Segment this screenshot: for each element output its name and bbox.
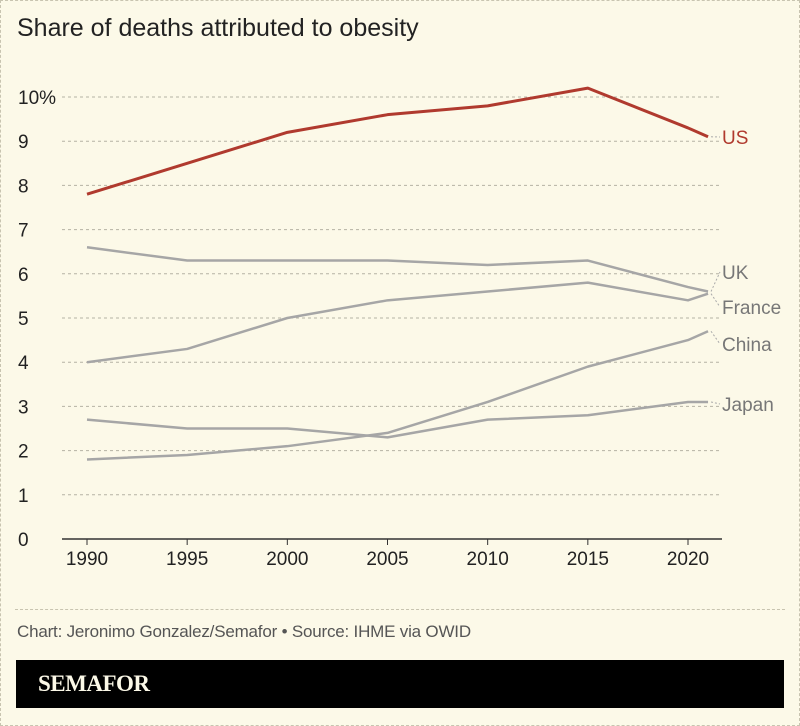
series-line-france (86, 281, 709, 364)
series-line-china (86, 330, 709, 461)
leader-line (710, 401, 721, 405)
y-tick-label: 9 (18, 132, 29, 153)
y-tick-label: 6 (18, 265, 29, 286)
series-label-france: France (722, 298, 781, 319)
series-label-uk: UK (722, 263, 749, 284)
x-tick-label: 2010 (467, 549, 509, 570)
x-tick-label: 2005 (366, 549, 408, 570)
leader-line (710, 293, 721, 308)
x-tick-label: 2000 (266, 549, 308, 570)
y-tick-label: 5 (18, 309, 29, 330)
y-tick-label: 3 (18, 397, 29, 418)
x-tick-label: 2015 (567, 549, 609, 570)
logo-bar: SEMAFOR (16, 660, 784, 708)
source-credit: Chart: Jeronimo Gonzalez/Semafor • Sourc… (17, 622, 471, 641)
leader-line (710, 330, 721, 345)
divider (15, 609, 785, 610)
series-label-us: US (722, 128, 748, 149)
series-line-us (86, 86, 709, 196)
series-line-japan (86, 400, 709, 439)
x-tick-label: 1990 (66, 549, 108, 570)
leader-line (710, 271, 721, 292)
series-label-china: China (722, 335, 772, 356)
y-tick-label: 4 (18, 353, 29, 374)
x-tick-label: 2020 (667, 549, 709, 570)
y-tick-label: 7 (18, 221, 29, 242)
line-chart: 0 1 2 3 4 5 6 7 8 9 10% 1990 1995 2000 2005 2010 2015 202… (18, 86, 781, 570)
y-tick-label: 8 (18, 176, 29, 197)
series-label-japan: Japan (722, 395, 774, 416)
y-tick-label: 2 (18, 442, 29, 463)
semafor-logo: SEMAFOR (38, 671, 150, 696)
y-tick-label: 1 (18, 486, 29, 507)
y-tick-label: 10% (18, 88, 56, 109)
chart-title: Share of deaths attributed to obesity (17, 14, 419, 42)
x-tick-label: 1995 (166, 549, 208, 570)
y-tick-label: 0 (18, 530, 29, 551)
series-line-uk (86, 246, 709, 293)
